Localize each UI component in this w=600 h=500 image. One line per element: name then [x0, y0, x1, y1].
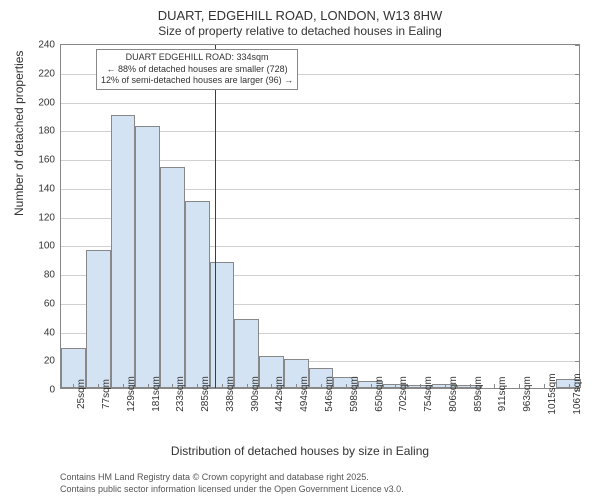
x-tick-label: 702sqm: [398, 376, 409, 412]
y-tick-label: 180: [38, 126, 61, 137]
x-tick-label: 1067sqm: [572, 373, 583, 414]
annotation-line1: DUART EDGEHILL ROAD: 334sqm: [101, 52, 293, 64]
y-tick-mark: [575, 218, 580, 219]
y-tick-mark: [575, 103, 580, 104]
y-tick-mark: [575, 45, 580, 46]
annotation-line3: 12% of semi-detached houses are larger (…: [101, 75, 293, 87]
x-tick-mark: [123, 384, 124, 389]
y-tick-mark: [575, 333, 580, 334]
gridline: [61, 103, 579, 104]
histogram-chart: DUART, EDGEHILL ROAD, LONDON, W13 8HW Si…: [0, 0, 600, 500]
x-tick-mark: [222, 384, 223, 389]
x-tick-mark: [73, 384, 74, 389]
y-tick-mark: [575, 361, 580, 362]
x-tick-mark: [98, 384, 99, 389]
y-tick-mark: [575, 160, 580, 161]
y-tick-mark: [575, 131, 580, 132]
plot-area: 02040608010012014016018020022024025sqm77…: [60, 44, 580, 389]
reference-line: [215, 45, 216, 388]
histogram-bar: [185, 201, 210, 388]
x-tick-label: 754sqm: [423, 376, 434, 412]
x-tick-mark: [271, 384, 272, 389]
x-tick-mark: [247, 384, 248, 389]
y-tick-label: 0: [49, 385, 61, 396]
x-tick-mark: [371, 384, 372, 389]
y-tick-label: 120: [38, 212, 61, 223]
x-tick-mark: [296, 384, 297, 389]
y-tick-mark: [575, 275, 580, 276]
x-tick-label: 650sqm: [374, 376, 385, 412]
x-tick-label: 963sqm: [522, 376, 533, 412]
chart-title-main: DUART, EDGEHILL ROAD, LONDON, W13 8HW: [0, 8, 600, 23]
y-tick-label: 40: [44, 327, 61, 338]
x-tick-label: 911sqm: [497, 377, 508, 412]
y-tick-mark: [575, 246, 580, 247]
x-tick-mark: [544, 384, 545, 389]
y-tick-label: 140: [38, 183, 61, 194]
x-tick-mark: [445, 384, 446, 389]
x-tick-mark: [197, 384, 198, 389]
footer-copyright-1: Contains HM Land Registry data © Crown c…: [60, 472, 369, 482]
footer-copyright-2: Contains public sector information licen…: [60, 484, 404, 494]
y-tick-label: 200: [38, 97, 61, 108]
y-tick-label: 20: [44, 356, 61, 367]
y-tick-mark: [575, 304, 580, 305]
x-tick-mark: [395, 384, 396, 389]
histogram-bar: [135, 126, 160, 388]
histogram-bar: [86, 250, 111, 388]
y-tick-label: 240: [38, 40, 61, 51]
x-tick-mark: [470, 384, 471, 389]
y-tick-label: 100: [38, 241, 61, 252]
histogram-bar: [160, 167, 185, 388]
y-tick-label: 60: [44, 298, 61, 309]
histogram-bar: [210, 262, 235, 389]
y-tick-label: 80: [44, 270, 61, 281]
x-tick-label: 806sqm: [448, 376, 459, 412]
x-tick-mark: [148, 384, 149, 389]
histogram-bar: [111, 115, 136, 388]
x-tick-mark: [519, 384, 520, 389]
y-tick-label: 220: [38, 68, 61, 79]
x-tick-mark: [420, 384, 421, 389]
x-axis-label: Distribution of detached houses by size …: [0, 444, 600, 458]
y-tick-mark: [575, 74, 580, 75]
x-tick-mark: [321, 384, 322, 389]
x-tick-mark: [494, 384, 495, 389]
annotation-box: DUART EDGEHILL ROAD: 334sqm ← 88% of det…: [96, 49, 298, 90]
annotation-line2: ← 88% of detached houses are smaller (72…: [101, 64, 293, 76]
y-axis-label: Number of detached properties: [12, 51, 26, 216]
x-tick-mark: [569, 384, 570, 389]
x-tick-mark: [172, 384, 173, 389]
x-tick-mark: [346, 384, 347, 389]
y-tick-mark: [575, 189, 580, 190]
x-tick-label: 859sqm: [473, 376, 484, 412]
chart-title-sub: Size of property relative to detached ho…: [0, 24, 600, 38]
y-tick-label: 160: [38, 155, 61, 166]
